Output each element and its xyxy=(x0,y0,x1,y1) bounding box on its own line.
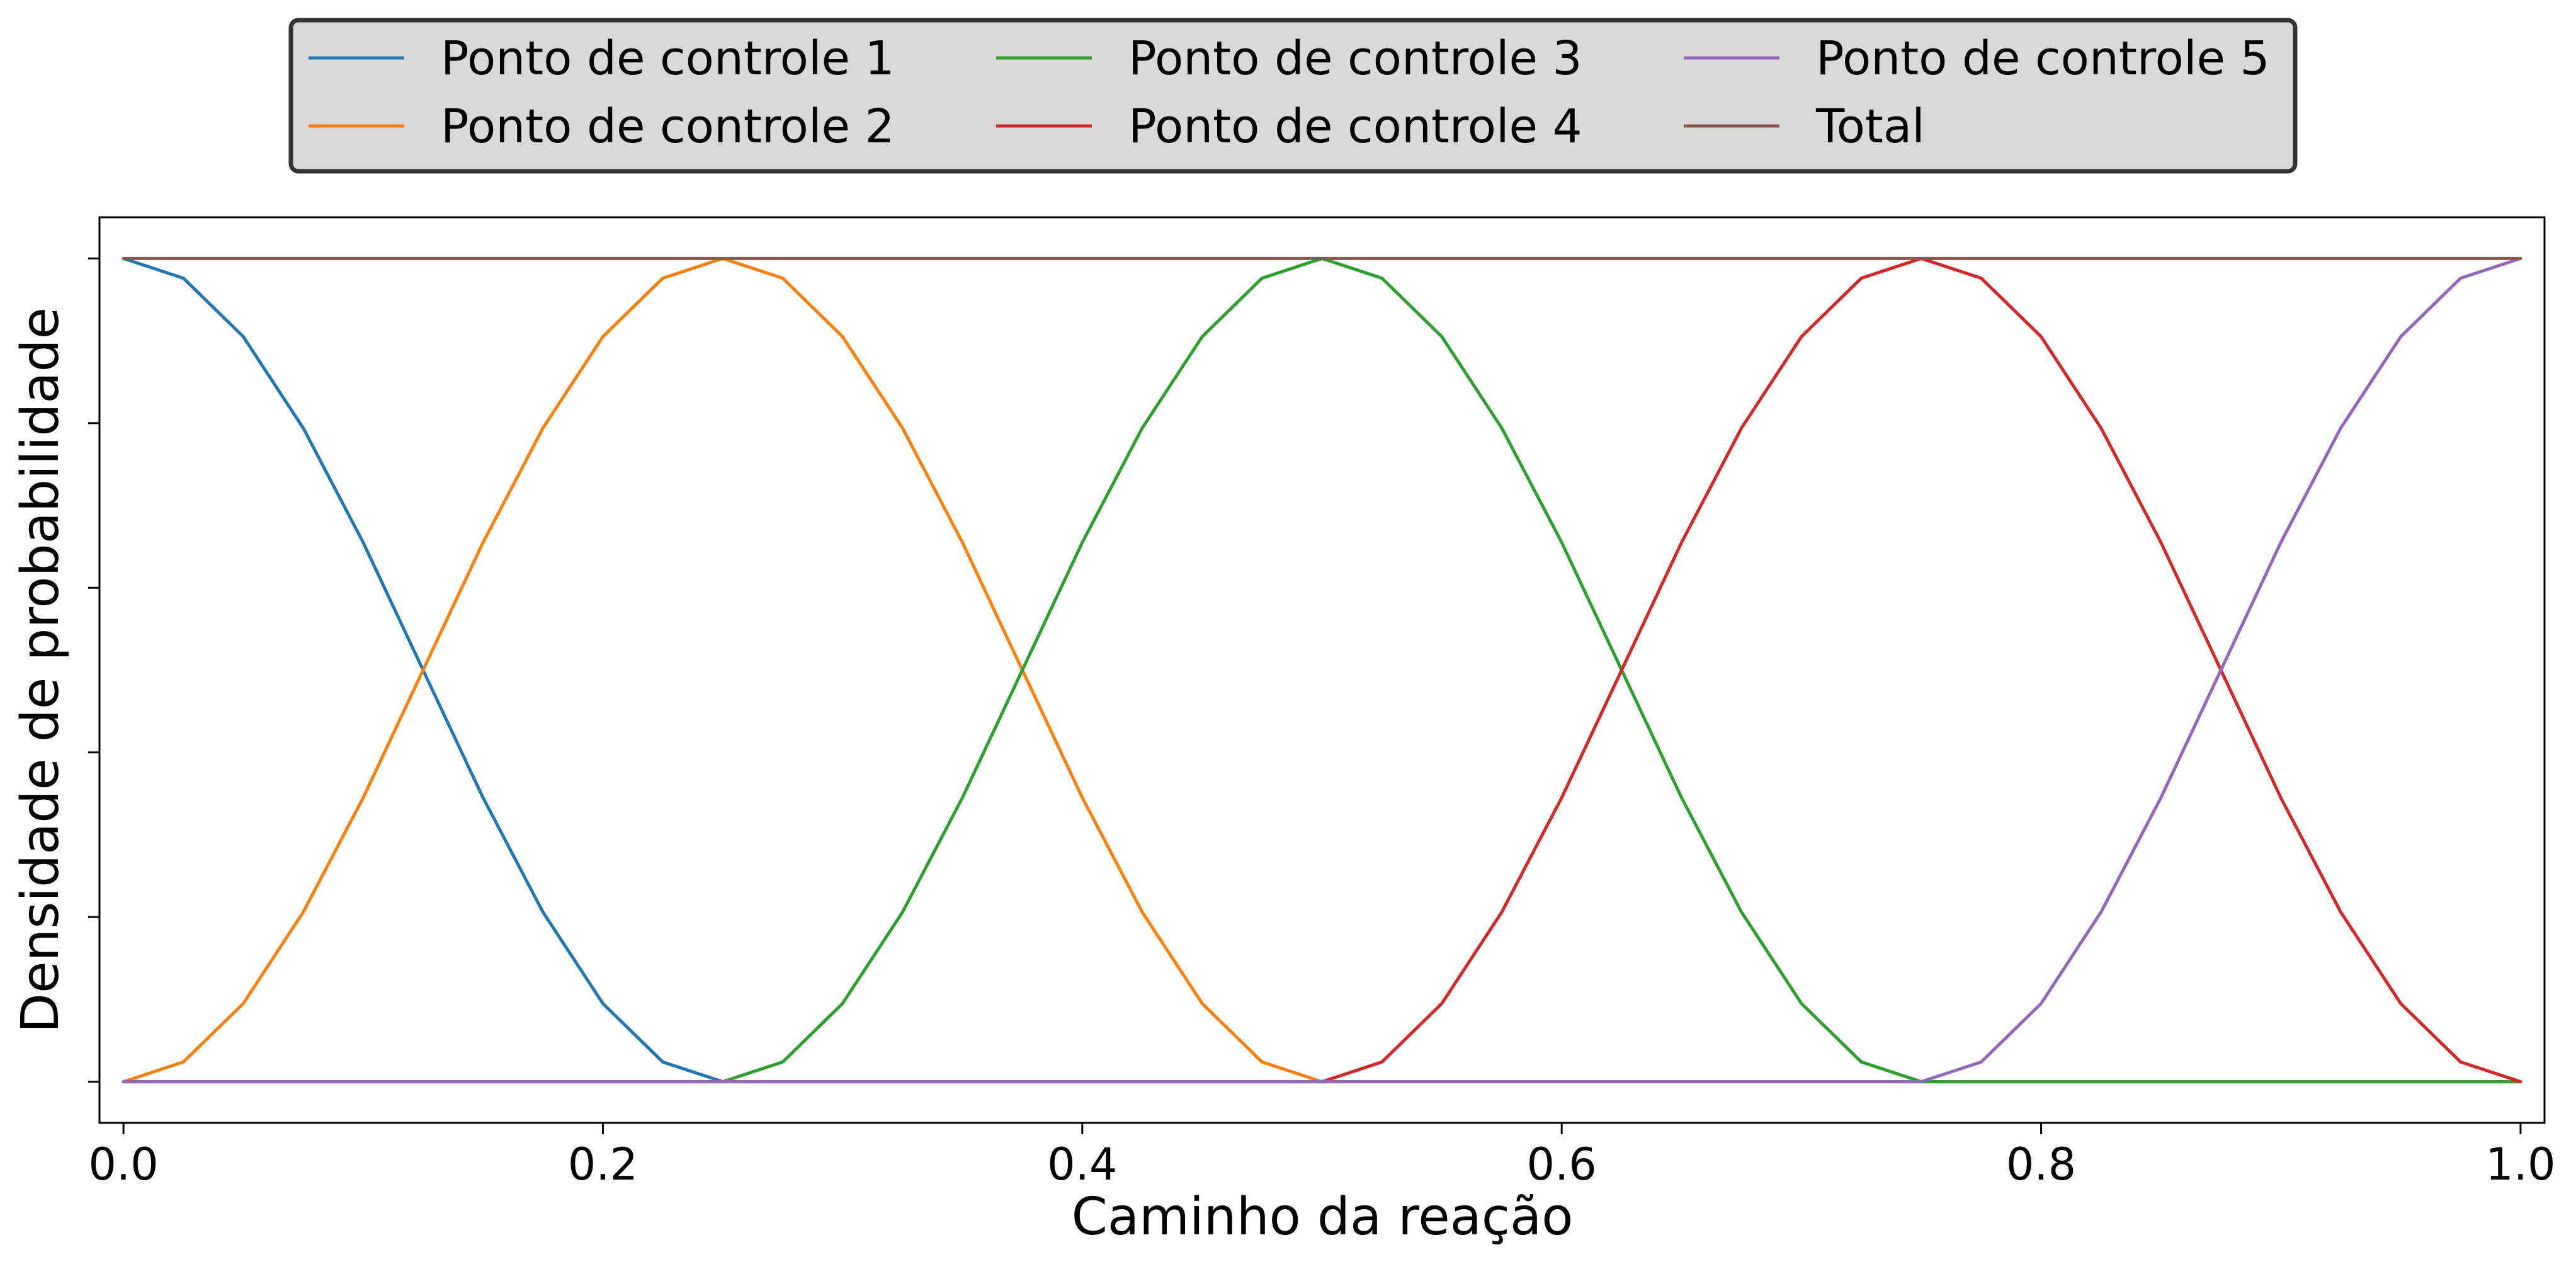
x-axis-label: Caminho da reação xyxy=(1072,1187,1574,1247)
y-axis xyxy=(88,257,99,1083)
legend-entries: Ponto de controle 1 Ponto de controle 2 Po… xyxy=(309,31,2270,154)
x-tick-label: 0.4 xyxy=(1047,1139,1117,1190)
x-tick-label: 0.2 xyxy=(568,1139,638,1190)
legend-label: Ponto de controle 5 xyxy=(1816,31,2270,86)
x-tick-label: 0.6 xyxy=(1527,1139,1597,1190)
legend-label: Ponto de controle 1 xyxy=(441,31,895,86)
legend-label: Ponto de controle 2 xyxy=(441,100,895,154)
series-line-5 xyxy=(122,256,2522,1084)
legend-label: Total xyxy=(1815,100,1925,154)
legend-label: Ponto de controle 4 xyxy=(1128,100,1582,154)
series-lines xyxy=(122,256,2522,1084)
y-axis-label: Densidade de probabilidade xyxy=(11,307,71,1033)
legend-frame xyxy=(288,18,2298,174)
x-tick-label: 1.0 xyxy=(2485,1139,2555,1190)
x-tick-label: 0.0 xyxy=(88,1139,158,1190)
legend-label: Ponto de controle 3 xyxy=(1128,31,1582,86)
plot-area xyxy=(98,216,2546,1124)
x-tick-label: 0.8 xyxy=(2006,1139,2076,1190)
x-axis: 0.0 0.2 0.4 0.6 0.8 1.0 xyxy=(88,1123,2556,1190)
legend: Ponto de controle 1 Ponto de controle 2 Po… xyxy=(288,18,2298,174)
